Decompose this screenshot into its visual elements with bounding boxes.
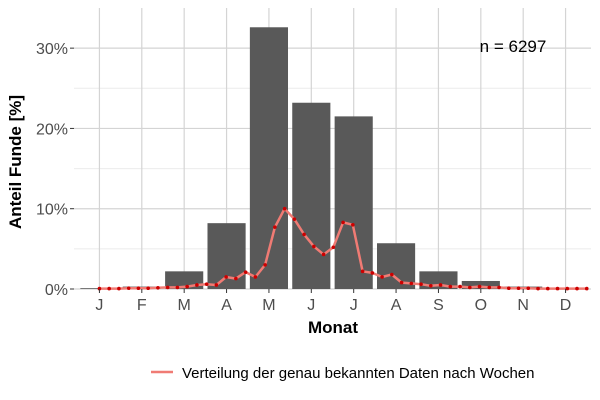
weekly-point bbox=[302, 232, 306, 237]
weekly-point bbox=[156, 285, 160, 290]
weekly-point bbox=[224, 275, 228, 279]
weekly-point bbox=[126, 286, 131, 290]
x-axis-title: Monat bbox=[308, 318, 358, 337]
bar-4 bbox=[207, 223, 246, 289]
legend: Verteilung der genau bekannten Daten nac… bbox=[151, 365, 535, 382]
weekly-point bbox=[545, 286, 550, 291]
weekly-point bbox=[292, 217, 297, 221]
weekly-point bbox=[185, 284, 189, 289]
weekly-point bbox=[234, 276, 238, 281]
weekly-point bbox=[97, 286, 102, 291]
weekly-point bbox=[370, 271, 375, 275]
weekly-point bbox=[429, 283, 433, 288]
weekly-point bbox=[331, 245, 336, 250]
x-tick-label: A bbox=[391, 297, 402, 314]
weekly-point bbox=[136, 286, 141, 290]
weekly-point bbox=[516, 286, 521, 290]
weekly-point bbox=[584, 286, 589, 291]
weekly-point bbox=[380, 275, 384, 279]
weekly-point bbox=[575, 286, 579, 291]
weekly-point bbox=[409, 281, 414, 286]
weekly-point bbox=[253, 275, 258, 279]
weekly-point bbox=[117, 286, 121, 291]
weekly-point bbox=[273, 225, 277, 229]
weekly-point bbox=[263, 263, 267, 267]
x-tick-label: N bbox=[517, 297, 529, 314]
weekly-point bbox=[477, 284, 482, 289]
weekly-point bbox=[360, 269, 365, 274]
x-tick-label: J bbox=[307, 297, 315, 314]
x-tick-label: O bbox=[475, 297, 487, 314]
weekly-point bbox=[351, 222, 355, 227]
weekly-point bbox=[243, 270, 248, 274]
weekly-point bbox=[107, 286, 111, 291]
weekly-point bbox=[458, 284, 462, 289]
bar-7 bbox=[334, 116, 373, 289]
y-tick-label: 0% bbox=[45, 282, 68, 299]
sample-size-annotation: n = 6297 bbox=[480, 37, 547, 56]
weekly-point bbox=[175, 285, 180, 290]
x-tick-label: J bbox=[350, 297, 358, 314]
y-axis-title: Anteil Funde [%] bbox=[6, 95, 25, 229]
weekly-point bbox=[214, 283, 219, 287]
weekly-point bbox=[146, 286, 150, 290]
weekly-point bbox=[497, 285, 501, 290]
x-tick-label: J bbox=[95, 297, 103, 314]
weekly-point bbox=[448, 284, 453, 289]
weekly-point bbox=[312, 244, 316, 249]
weekly-point bbox=[555, 286, 560, 291]
legend-label: Verteilung der genau bekannten Daten nac… bbox=[182, 365, 535, 382]
weekly-point bbox=[204, 282, 209, 286]
bar-10 bbox=[461, 280, 500, 289]
weekly-point bbox=[536, 286, 540, 291]
y-axis-ticks: 0% 10% 20% 30% bbox=[36, 41, 74, 299]
weekly-point bbox=[419, 282, 423, 286]
x-tick-label: M bbox=[262, 297, 275, 314]
y-tick-label: 30% bbox=[36, 41, 68, 58]
y-tick-label: 10% bbox=[36, 202, 68, 219]
weekly-point bbox=[438, 283, 443, 287]
x-tick-label: S bbox=[433, 297, 444, 314]
weekly-point bbox=[399, 280, 404, 285]
weekly-point bbox=[282, 206, 287, 211]
x-tick-label: D bbox=[560, 297, 572, 314]
weekly-point bbox=[195, 283, 199, 287]
weekly-point bbox=[165, 285, 170, 290]
weekly-point bbox=[390, 272, 394, 277]
weekly-point bbox=[341, 220, 345, 225]
x-tick-label: M bbox=[178, 297, 191, 314]
x-tick-label: F bbox=[137, 297, 147, 314]
bars bbox=[80, 27, 585, 289]
bar-8 bbox=[376, 243, 416, 289]
weekly-point bbox=[506, 286, 511, 290]
x-tick-label: A bbox=[221, 297, 232, 314]
weekly-point bbox=[321, 252, 326, 257]
weekly-point bbox=[565, 286, 570, 291]
weekly-point bbox=[487, 285, 492, 290]
weekly-point bbox=[526, 286, 531, 290]
weekly-line-series bbox=[97, 206, 589, 291]
y-tick-label: 20% bbox=[36, 121, 68, 138]
bar-6 bbox=[292, 102, 331, 289]
weekly-point bbox=[468, 285, 472, 290]
